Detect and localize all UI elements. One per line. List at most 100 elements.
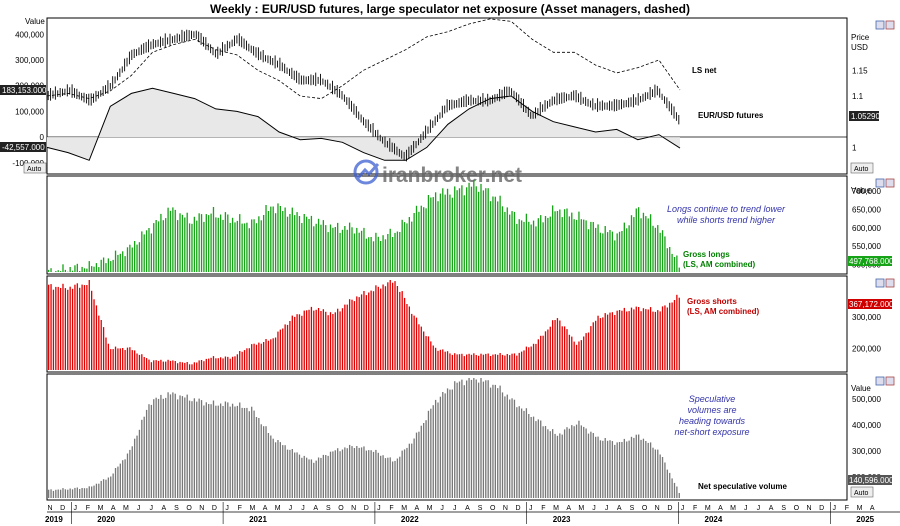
p3-label-2: (LS, AM combined) <box>687 307 759 316</box>
p4-bar <box>325 455 327 498</box>
p4-bar <box>411 443 413 498</box>
p4-bar <box>227 402 229 498</box>
p4-bar <box>272 438 274 498</box>
p4-bar <box>482 381 485 498</box>
p2-bar <box>229 222 231 272</box>
p2-bar <box>294 215 296 272</box>
p2-bar <box>506 207 508 272</box>
p2-bar <box>141 231 143 272</box>
p3-bar <box>141 354 143 370</box>
p3-bar <box>659 311 661 370</box>
p4-bar <box>661 457 664 498</box>
p3-bar <box>224 356 227 370</box>
p2-bar <box>348 222 351 272</box>
p2-bar <box>179 213 181 272</box>
p3-window-controls[interactable] <box>875 278 895 288</box>
p4-bar <box>239 402 241 498</box>
p3-bar <box>499 353 501 370</box>
p2-bar <box>401 219 403 272</box>
p3-bar <box>346 304 348 370</box>
p4-bar <box>583 426 585 498</box>
x-year-2024: 2024 <box>705 515 723 524</box>
p4-bar <box>380 455 382 498</box>
p2-bar <box>322 220 325 272</box>
p2-bar <box>102 257 105 272</box>
p1-window-controls[interactable] <box>875 20 895 30</box>
p3-bar <box>614 315 616 370</box>
p3-bar <box>155 360 157 370</box>
p3-bar <box>193 362 196 370</box>
p2-bar <box>341 229 344 272</box>
p3-bar <box>480 353 482 370</box>
x-month-7: J <box>137 505 141 512</box>
p3-bar <box>466 354 468 370</box>
p4-auto-button[interactable]: Auto <box>850 486 874 498</box>
p3-bar <box>575 344 578 370</box>
p1-left-auto-button[interactable]: Auto <box>23 162 47 174</box>
p4-bar <box>136 435 138 498</box>
p4-bar <box>301 457 303 498</box>
p2-bar <box>215 217 217 272</box>
p2-bar <box>463 195 465 272</box>
p3-bar <box>64 288 67 370</box>
p3-bar <box>642 308 645 370</box>
p2-bar <box>518 219 520 272</box>
p4-bar <box>339 451 341 498</box>
p1-right-auto-button[interactable]: Auto <box>850 162 874 174</box>
x-month-35: O <box>490 505 496 512</box>
p2-bar <box>198 213 200 272</box>
p1-right-header: Price <box>851 33 870 42</box>
p2-bar <box>456 190 458 272</box>
p2-bar <box>466 187 468 272</box>
p2-bar <box>411 221 413 272</box>
p2-bar <box>231 217 234 272</box>
p4-restore-icon[interactable] <box>875 376 885 386</box>
p4-bar <box>506 394 508 498</box>
p2-bar <box>172 207 174 272</box>
x-year-2020: 2020 <box>97 515 115 524</box>
p3-bar <box>279 329 282 370</box>
p2-bar <box>181 214 184 272</box>
p2-close-icon[interactable] <box>885 178 895 188</box>
x-month-34: S <box>478 505 483 512</box>
p1-restore-icon[interactable] <box>875 20 885 30</box>
p4-tag <box>848 475 892 485</box>
p4-bar <box>389 457 391 498</box>
p2-bar <box>473 180 475 272</box>
p2-bar <box>165 218 167 272</box>
p3-close-icon[interactable] <box>885 278 895 288</box>
p3-bar <box>332 314 334 370</box>
p3-bar <box>430 341 432 370</box>
p1-value-tag <box>0 85 46 95</box>
p2-bar <box>475 186 477 272</box>
p3-bar <box>157 360 160 370</box>
x-month-46: S <box>630 505 635 512</box>
p3-restore-icon[interactable] <box>875 278 885 288</box>
p3-bar <box>487 353 489 370</box>
p2-window-controls[interactable] <box>875 178 895 188</box>
p2-bar <box>595 227 597 272</box>
p3-bar <box>583 336 585 370</box>
p2-restore-icon[interactable] <box>875 178 885 188</box>
p3-bar <box>485 353 487 370</box>
p4-window-controls[interactable] <box>875 376 895 386</box>
p4-close-icon[interactable] <box>885 376 895 386</box>
p4-bar <box>231 403 234 498</box>
p2-bar <box>384 239 387 272</box>
p3-bar <box>289 321 291 370</box>
p4-bar <box>138 429 141 498</box>
p4-bar <box>470 379 473 498</box>
p4-bar <box>315 460 317 498</box>
p1-right-axis: 1.15 1.1 1 <box>852 66 868 152</box>
p4-bar <box>489 387 492 498</box>
p4-bar <box>229 406 231 498</box>
p1-close-icon[interactable] <box>885 20 895 30</box>
p4-bar <box>382 455 384 498</box>
p2-bar <box>628 225 630 272</box>
p4-bar <box>114 468 117 498</box>
p2-bar <box>188 223 191 272</box>
p2-bar <box>614 240 616 272</box>
p3-bar <box>380 288 382 370</box>
p4-bar <box>334 450 336 498</box>
p4-bar <box>480 378 482 498</box>
